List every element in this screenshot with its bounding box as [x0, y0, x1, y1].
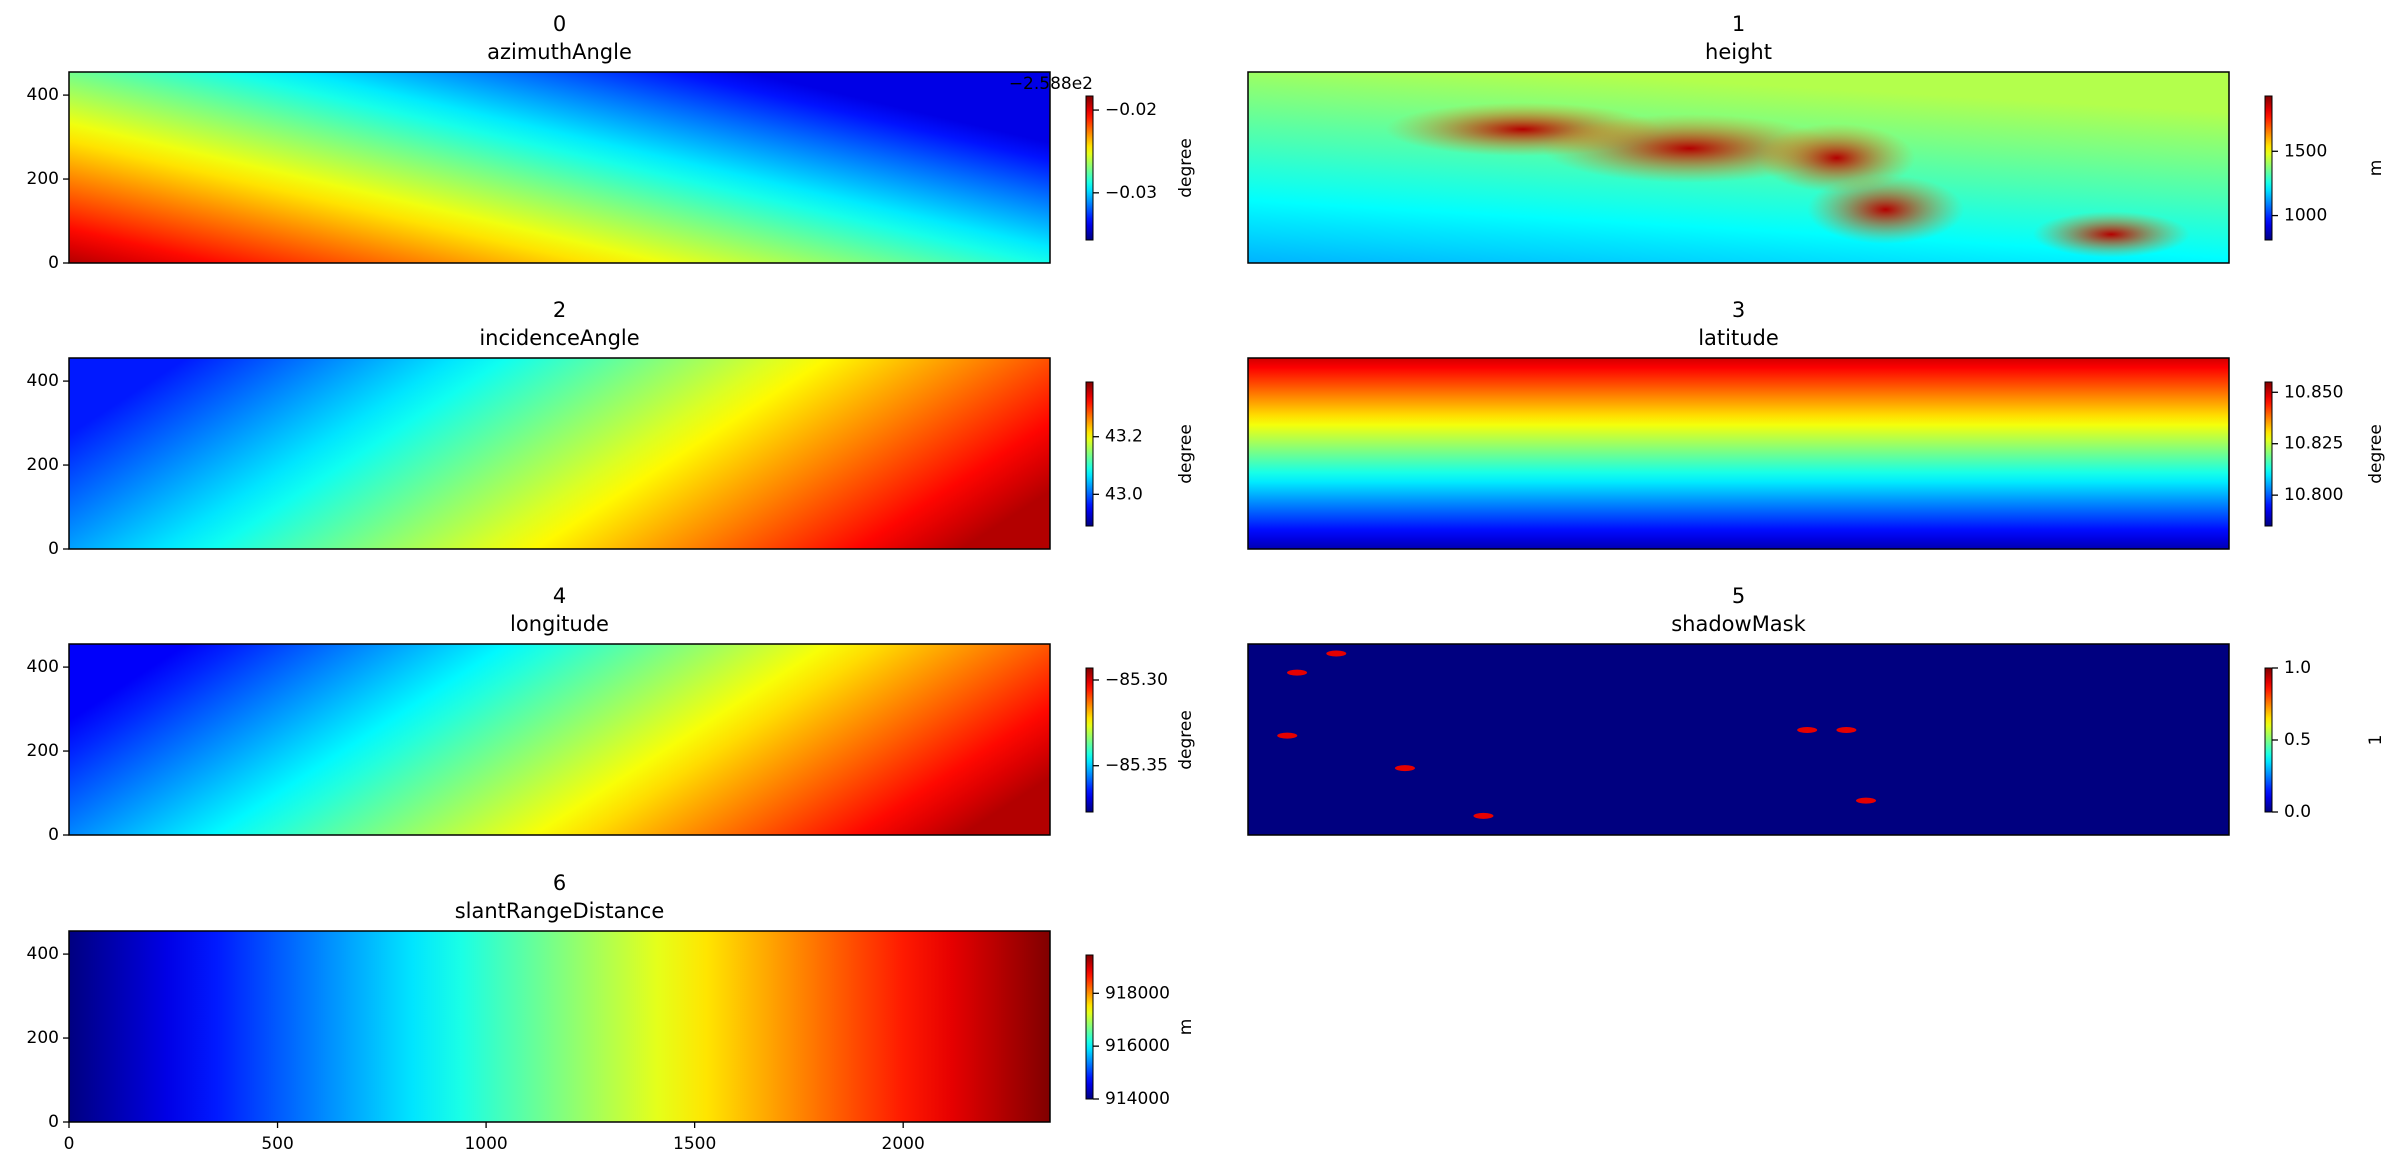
heatmap-feature	[1287, 669, 1308, 676]
colorbar-tick-label: −0.03	[1105, 183, 1157, 203]
colorbar-label: m	[2366, 160, 2386, 177]
y-tick-label: 0	[48, 1112, 59, 1132]
y-tick-label: 200	[27, 169, 59, 189]
colorbar-tick-label: 914000	[1105, 1089, 1170, 1109]
y-tick-label: 0	[48, 825, 59, 845]
colorbar	[2264, 667, 2273, 813]
colorbar-tick-label: 10.825	[2284, 434, 2343, 454]
panel-subtitle: azimuthAngle	[487, 40, 632, 64]
panel-title: 0	[553, 12, 566, 36]
colorbar-tick-label: −85.30	[1105, 670, 1168, 690]
panel-title: 6	[553, 871, 566, 895]
heatmap-image	[69, 358, 1050, 549]
y-tick-label: 0	[48, 539, 59, 559]
colorbar-label: 1	[2366, 735, 2386, 746]
heatmap-feature	[1856, 797, 1877, 804]
panel-title: 4	[553, 584, 566, 608]
axes-frame	[1247, 357, 2230, 550]
panel-subtitle: incidenceAngle	[479, 326, 639, 350]
colorbar	[1085, 954, 1094, 1100]
colorbar-tick-label: 1500	[2284, 141, 2327, 161]
y-tick-label: 400	[27, 944, 59, 964]
heatmap-feature	[1836, 726, 1857, 733]
x-tick-label: 500	[261, 1134, 293, 1154]
y-tick-label: 200	[27, 1028, 59, 1048]
colorbar	[1085, 95, 1094, 241]
axes-frame	[68, 930, 1051, 1123]
colorbar-tick-label: −0.02	[1105, 100, 1157, 120]
panel-subtitle: shadowMask	[1671, 612, 1806, 636]
heatmap-feature	[1473, 812, 1494, 819]
colorbar-tick-label: −85.35	[1105, 756, 1168, 776]
heatmap-image	[69, 72, 1050, 263]
colorbar	[2264, 381, 2273, 527]
colorbar	[1085, 667, 1094, 813]
colorbar-tick-label: 10.850	[2284, 382, 2343, 402]
panel-title: 3	[1732, 298, 1745, 322]
colorbar-label: m	[1176, 1019, 1196, 1036]
panel-title: 5	[1732, 584, 1745, 608]
colorbar-tick-label: 1000	[2284, 206, 2327, 226]
axes-frame	[68, 71, 1051, 264]
heatmap-image	[69, 931, 1050, 1122]
panel-title: 2	[553, 298, 566, 322]
axes-frame	[1247, 71, 2230, 264]
colorbar	[2264, 95, 2273, 241]
colorbar-tick-label: 918000	[1105, 983, 1170, 1003]
colorbar-tick-label: 916000	[1105, 1036, 1170, 1056]
heatmap-feature	[1807, 175, 1965, 244]
colorbar-tick-label: 10.800	[2284, 485, 2343, 505]
panel-subtitle: slantRangeDistance	[455, 899, 665, 923]
x-tick-label: 0	[64, 1134, 75, 1154]
colorbar-tick-label: 43.0	[1105, 484, 1143, 504]
colorbar-label: degree	[1176, 424, 1196, 484]
colorbar-tick-label: 0.5	[2284, 730, 2311, 750]
heatmap-feature	[1394, 765, 1415, 772]
x-tick-label: 2000	[882, 1134, 925, 1154]
y-tick-label: 400	[27, 657, 59, 677]
panel-subtitle: latitude	[1698, 326, 1779, 350]
colorbar-label: degree	[2366, 424, 2386, 484]
heatmap-feature	[1326, 650, 1347, 657]
y-tick-label: 400	[27, 85, 59, 105]
panel-subtitle: longitude	[510, 612, 609, 636]
y-tick-label: 200	[27, 741, 59, 761]
heatmap-image	[1248, 358, 2229, 549]
heatmap-feature	[1277, 732, 1298, 739]
colorbar-label: degree	[1176, 710, 1196, 770]
colorbar-tick-label: 0.0	[2284, 802, 2311, 822]
axes-frame	[68, 643, 1051, 836]
colorbar-tick-label: 1.0	[2284, 658, 2311, 678]
panel-title: 1	[1732, 12, 1745, 36]
heatmap-feature	[1758, 123, 1916, 193]
panel-subtitle: height	[1705, 40, 1772, 64]
y-tick-label: 0	[48, 253, 59, 273]
heatmap-image	[1248, 644, 2229, 835]
x-tick-label: 1000	[464, 1134, 507, 1154]
y-tick-label: 400	[27, 371, 59, 391]
x-tick-label: 1500	[673, 1134, 716, 1154]
heatmap-feature	[1797, 726, 1818, 733]
y-tick-label: 200	[27, 455, 59, 475]
colorbar	[1085, 381, 1094, 527]
heatmap-feature	[2032, 211, 2190, 258]
colorbar-offset: −2.588e2	[1009, 74, 1093, 94]
heatmap-image	[69, 644, 1050, 835]
colorbar-label: degree	[1176, 138, 1196, 198]
axes-frame	[1247, 643, 2230, 836]
axes-frame	[68, 357, 1051, 550]
colorbar-tick-label: 43.2	[1105, 427, 1143, 447]
